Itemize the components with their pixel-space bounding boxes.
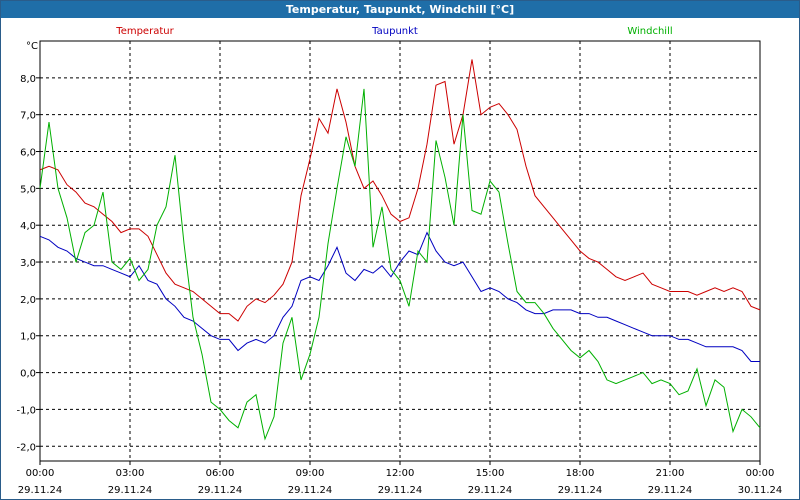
x-axis: 00:00 29.11.24 03:00 29.11.24 06:00 29.11.24 0…: [18, 461, 783, 496]
chart-title: Temperatur, Taupunkt, Windchill [°C]: [1, 1, 799, 18]
x-tick-time: 09:00: [296, 468, 325, 479]
x-tick-date: 29.11.24: [468, 485, 513, 496]
legend-windchill: Windchill: [627, 26, 672, 37]
x-tick-time: 21:00: [656, 468, 685, 479]
y-tick-label: -2,0: [16, 442, 36, 453]
y-tick-label: 0,0: [20, 369, 36, 380]
series-line-taupunkt: [39, 231, 760, 362]
y-tick-label: 3,0: [20, 258, 36, 269]
x-tick-time: 00:00: [26, 468, 55, 479]
x-tick-time: 12:00: [386, 468, 415, 479]
y-tick-label: 2,0: [20, 295, 36, 306]
y-axis-unit: °C: [26, 41, 38, 52]
y-tick-label: 4,0: [20, 221, 36, 232]
x-tick-date: 29.11.24: [558, 485, 603, 496]
y-axis: -2,0 -1,0 0,0 1,0 2,0 3,0 4,0 5,0 6,0 7,0 8,0: [16, 74, 40, 453]
y-tick-label: 8,0: [20, 74, 36, 85]
y-tick-label: 1,0: [20, 332, 36, 343]
series-line-windchill: [39, 88, 761, 441]
x-tick-date: 30.11.24: [738, 485, 783, 496]
series-lines: [39, 59, 761, 441]
x-tick-time: 18:00: [566, 468, 595, 479]
legend-taupunkt: Taupunkt: [371, 26, 418, 37]
x-tick-time: 15:00: [476, 468, 505, 479]
x-tick-date: 29.11.24: [108, 485, 153, 496]
x-tick-date: 29.11.24: [198, 485, 243, 496]
legend: Temperatur Taupunkt Windchill: [115, 26, 672, 37]
y-tick-label: -1,0: [16, 405, 36, 416]
legend-temperatur: Temperatur: [115, 26, 174, 37]
y-tick-label: 5,0: [20, 184, 36, 195]
x-tick-time: 00:00: [746, 468, 775, 479]
y-tick-label: 6,0: [20, 148, 36, 159]
series-line-temperatur: [39, 59, 761, 322]
x-tick-date: 29.11.24: [288, 485, 333, 496]
x-tick-time: 06:00: [206, 468, 235, 479]
x-tick-date: 29.11.24: [378, 485, 423, 496]
x-tick-date: 29.11.24: [648, 485, 693, 496]
y-tick-label: 7,0: [20, 111, 36, 122]
x-tick-time: 03:00: [116, 468, 145, 479]
x-tick-date: 29.11.24: [18, 485, 63, 496]
